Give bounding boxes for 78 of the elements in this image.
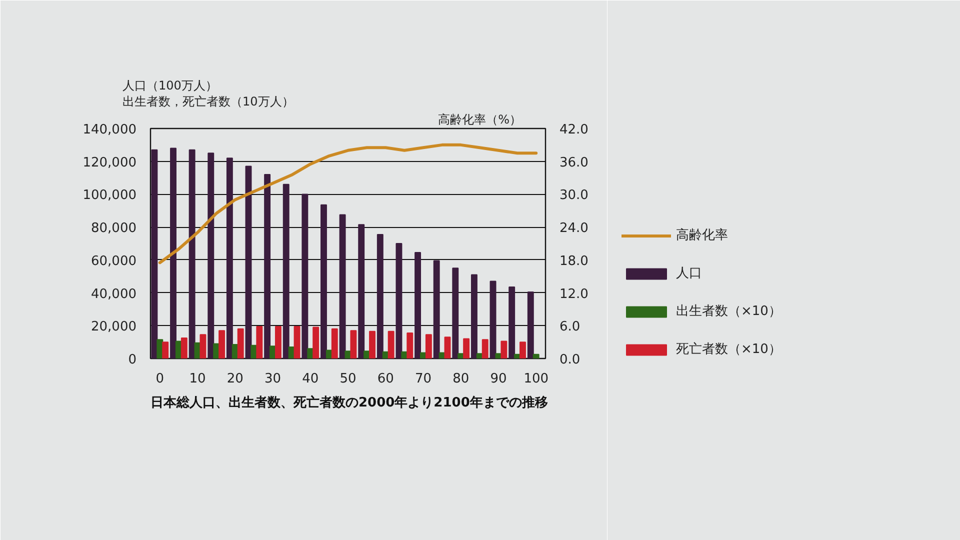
y-axis-title: 人口（100万人） xyxy=(122,78,218,92)
bar xyxy=(312,326,320,358)
y-tick-label: 60,000 xyxy=(91,254,137,269)
bar xyxy=(245,166,252,358)
y-tick-label: 80,000 xyxy=(91,221,137,236)
y-tick-label: 140,000 xyxy=(82,122,137,138)
x-tick-label: 90 xyxy=(490,372,507,386)
legend-label: 死亡者数（×10） xyxy=(676,341,782,358)
bar xyxy=(331,328,338,358)
y2-tick-label: 6.0 xyxy=(560,320,580,335)
x-tick-label: 20 xyxy=(226,372,244,386)
y2-tick-label: 18.0 xyxy=(560,254,588,269)
legend-label: 高齢化率 xyxy=(676,227,728,244)
bar xyxy=(358,224,365,358)
legend-label: 人口 xyxy=(676,265,702,282)
y2-tick-label: 30.0 xyxy=(560,188,588,204)
bar xyxy=(396,243,402,358)
bar xyxy=(406,332,414,358)
bar xyxy=(294,326,300,358)
bar xyxy=(376,234,384,358)
bar xyxy=(208,152,214,358)
bar xyxy=(218,330,226,358)
bar xyxy=(170,148,176,358)
bar xyxy=(188,149,196,358)
y2-tick-label: 36.0 xyxy=(560,155,588,170)
bar xyxy=(490,280,496,358)
bar xyxy=(414,252,422,358)
bar xyxy=(151,149,158,358)
y-tick-label: 0 xyxy=(128,352,137,368)
bar xyxy=(532,354,540,358)
y2-tick-label: 0.0 xyxy=(560,352,580,368)
y-tick-label: 20,000 xyxy=(91,320,137,335)
x-tick-label: 50 xyxy=(340,372,356,386)
bar xyxy=(433,260,440,358)
bar xyxy=(282,184,290,358)
x-tick-label: 30 xyxy=(264,372,282,386)
bar xyxy=(264,174,271,358)
bar xyxy=(482,339,488,358)
x-tick-label: 60 xyxy=(377,372,394,386)
y-tick-label: 40,000 xyxy=(91,286,137,302)
bar xyxy=(452,268,459,358)
x-tick-label: 40 xyxy=(302,372,319,386)
bar xyxy=(369,330,376,358)
bar xyxy=(180,337,188,358)
y2-axis-title: 高齢化率（%） xyxy=(438,112,522,126)
x-tick-label: 100 xyxy=(524,372,549,386)
bar xyxy=(302,194,308,358)
line-series xyxy=(158,143,538,264)
bar xyxy=(470,274,478,358)
bar xyxy=(200,334,206,358)
x-tick-label: 10 xyxy=(189,372,206,386)
x-tick-label: 80 xyxy=(452,372,470,386)
bar xyxy=(350,330,357,358)
x-tick-label: 0 xyxy=(156,372,164,386)
bar xyxy=(237,328,244,358)
y2-tick-label: 12.0 xyxy=(560,286,588,302)
x-tick-label: 70 xyxy=(414,372,432,386)
bar xyxy=(274,326,282,358)
bar xyxy=(256,326,263,358)
bar xyxy=(463,338,470,358)
bar xyxy=(425,334,432,358)
bar xyxy=(388,330,394,358)
y2-tick-label: 42.0 xyxy=(560,122,588,138)
bar xyxy=(162,342,169,358)
bar xyxy=(320,204,327,358)
bar xyxy=(444,336,451,358)
text: 出生者数，死亡者数（10万人） xyxy=(122,94,294,108)
text: 日本総人口、出生者数、死亡者数の2000年より2100年までの推移 xyxy=(150,394,548,410)
bar xyxy=(226,158,233,358)
y-tick-label: 100,000 xyxy=(82,188,137,204)
y2-tick-label: 24.0 xyxy=(560,221,588,236)
bar xyxy=(527,291,534,358)
y-tick-label: 120,000 xyxy=(82,155,137,170)
bar xyxy=(520,342,526,358)
legend-label: 出生者数（×10） xyxy=(676,303,782,320)
bar xyxy=(500,340,508,358)
bar xyxy=(339,214,346,358)
bar xyxy=(508,286,516,358)
